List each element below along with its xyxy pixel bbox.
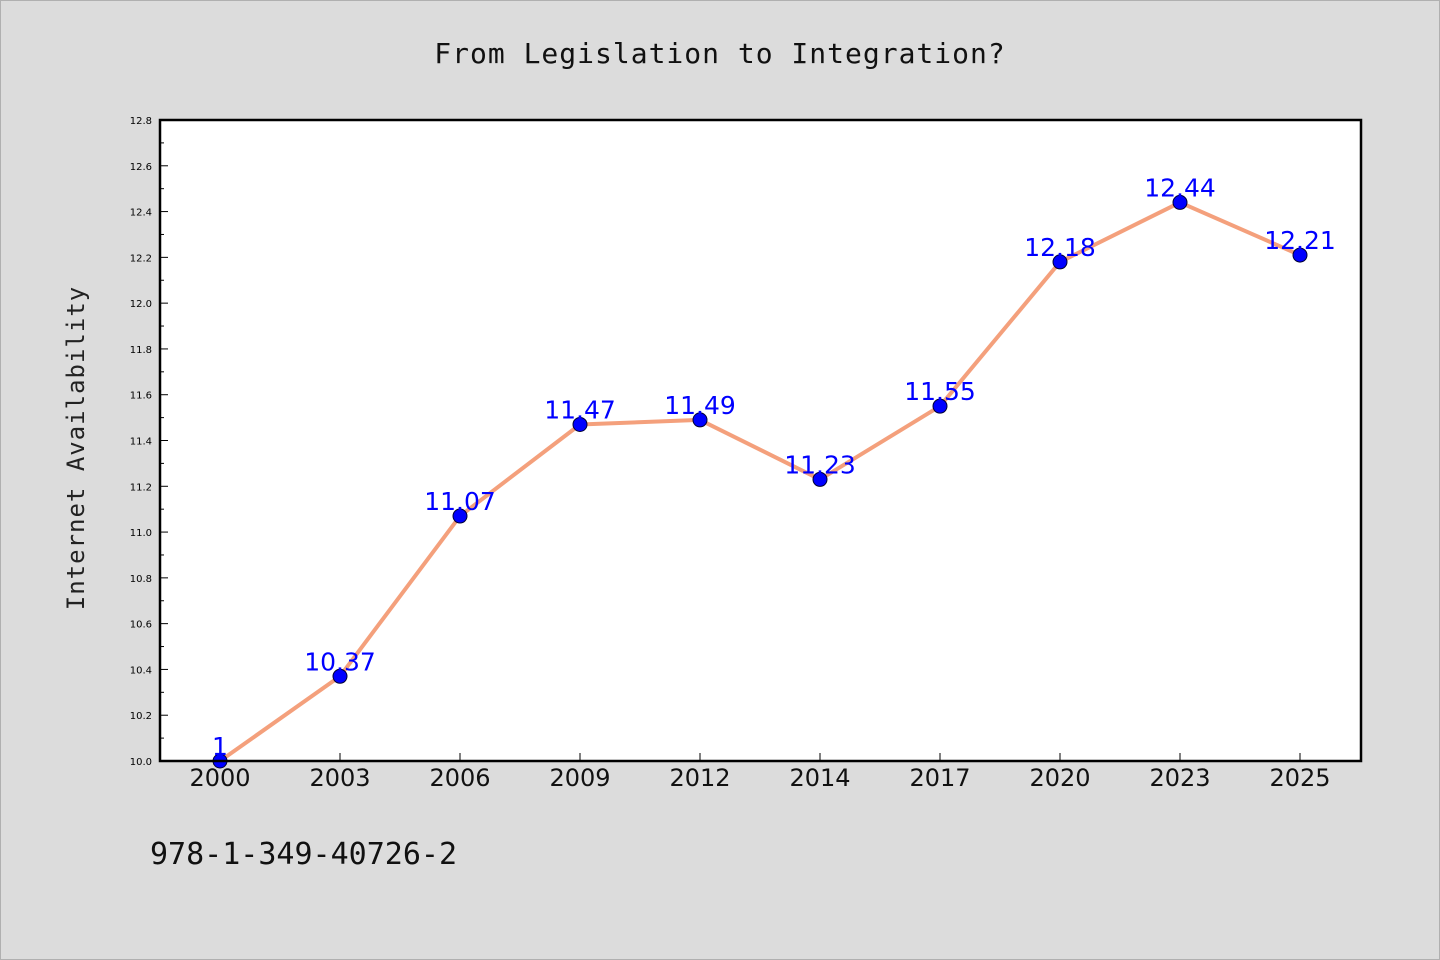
data-point	[1172, 194, 1188, 210]
data-label: 11.07	[424, 487, 496, 516]
data-label: 11.23	[784, 450, 856, 479]
data-point	[1052, 254, 1068, 270]
isbn-text: 978-1-349-40726-2	[150, 837, 457, 872]
markers-group	[212, 194, 1308, 769]
y-tick-label: 12.6	[130, 162, 152, 173]
data-point	[1292, 247, 1308, 263]
x-tick-label: 2017	[909, 764, 970, 792]
x-tick-label: 2014	[789, 764, 850, 792]
data-label: 12.44	[1144, 173, 1216, 202]
y-tick-label: 12.2	[130, 253, 152, 264]
y-axis: 10.0 10.2 10.4 10.6 10.8 11.0 11.2 11.4 11.6 11.8…	[130, 116, 168, 768]
y-tick-label: 12.8	[130, 116, 152, 127]
data-label: 10.37	[304, 647, 376, 676]
data-point	[812, 471, 828, 487]
series-line-group	[218, 200, 1301, 763]
series-line	[218, 200, 1301, 763]
y-tick-label: 10.8	[130, 574, 152, 585]
y-tick-label: 11.8	[130, 345, 152, 356]
data-point	[572, 416, 588, 432]
data-label: 12.21	[1264, 226, 1336, 255]
y-tick-label: 10.4	[130, 665, 152, 676]
y-tick-label: 11.6	[130, 391, 152, 402]
data-point	[692, 412, 708, 428]
plot-area	[160, 120, 1361, 761]
x-tick-label: 2006	[429, 764, 490, 792]
y-tick-label: 11.4	[130, 437, 152, 448]
x-tick-label: 2020	[1029, 764, 1090, 792]
x-tick-label: 2025	[1269, 764, 1330, 792]
x-tick-label: 2003	[309, 764, 370, 792]
x-tick-label: 2023	[1149, 764, 1210, 792]
data-label: 12.18	[1024, 233, 1096, 262]
data-label: 11.55	[904, 377, 976, 406]
data-label: 1	[212, 732, 228, 761]
y-tick-label: 10.0	[130, 757, 152, 768]
x-tick-label: 2009	[549, 764, 610, 792]
y-tick-label: 12.4	[130, 208, 152, 219]
y-tick-label: 12.0	[130, 299, 152, 310]
data-point	[932, 398, 948, 414]
y-tick-label: 10.6	[130, 620, 152, 631]
data-point	[452, 508, 468, 524]
y-tick-label: 10.2	[130, 711, 152, 722]
chart-title: From Legislation to Integration?	[434, 37, 1005, 70]
y-tick-label: 11.0	[130, 528, 152, 539]
x-tick-label: 2000	[189, 764, 250, 792]
data-label: 11.49	[664, 391, 736, 420]
x-tick-label: 2012	[669, 764, 730, 792]
plot-border	[158, 118, 1363, 763]
data-label: 11.47	[544, 395, 616, 424]
data-point	[332, 668, 348, 684]
y-tick-label: 11.2	[130, 482, 152, 493]
data-labels-group: 1 10.37 11.07 11.47 11.49 11.23 11.55 12.18 12.4…	[212, 173, 1336, 761]
y-axis-label: Internet Availability	[62, 286, 90, 610]
x-axis: 2000 2003 2006 2009 2012 2014 2017 2020 2023 2025	[189, 753, 1331, 792]
